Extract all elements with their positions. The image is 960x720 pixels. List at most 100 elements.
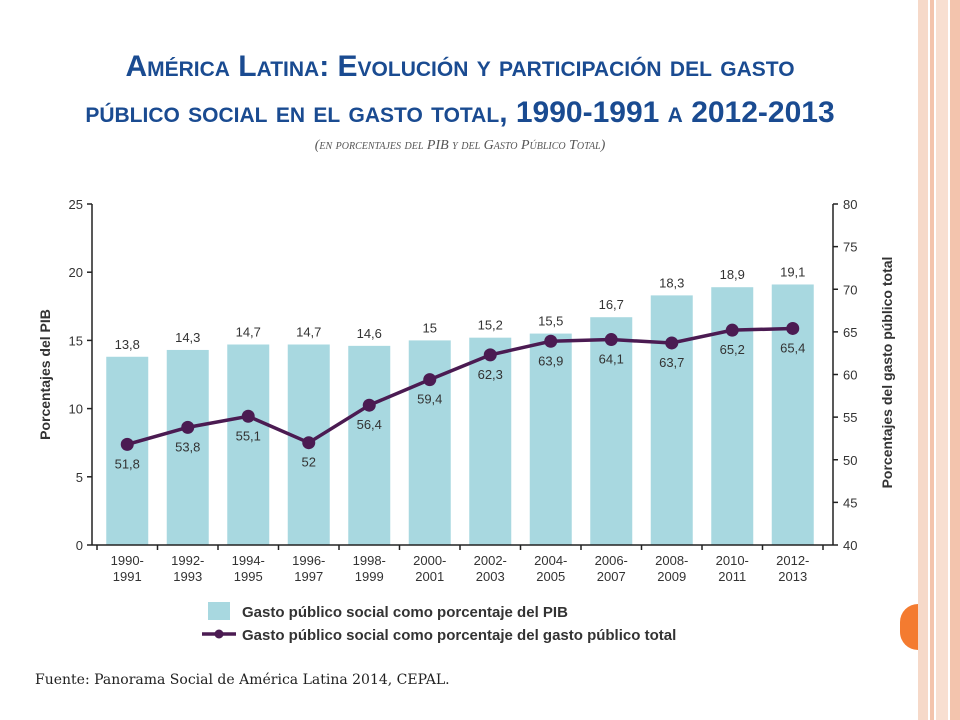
bar-value-label: 19,1 [780, 264, 805, 279]
decorative-stripe [918, 0, 928, 720]
line-value-label: 65,4 [780, 340, 805, 355]
bar [590, 317, 633, 545]
left-tick-label: 25 [69, 197, 83, 212]
bar [227, 344, 270, 545]
line-value-label: 53,8 [175, 439, 200, 454]
line-point [665, 336, 679, 350]
x-tick-label: 1991 [113, 569, 142, 584]
line-point [483, 348, 497, 362]
left-tick-label: 15 [69, 333, 83, 348]
right-tick-label: 50 [843, 453, 857, 468]
slide-accent-tab [900, 604, 918, 650]
line-value-label: 51,8 [115, 456, 140, 471]
bar-value-label: 15 [423, 320, 437, 335]
x-tick-label: 1992- [171, 553, 204, 568]
legend-label-bars: Gasto público social como porcentaje del… [242, 604, 568, 621]
x-tick-label: 2004- [534, 553, 567, 568]
source-note: Fuente: Panorama Social de América Latin… [35, 672, 450, 688]
title-line-2-text: público social en el gasto total [85, 96, 500, 129]
line-value-label: 52 [302, 455, 316, 470]
bar-value-label: 15,2 [478, 318, 503, 333]
x-tick-label: 2000- [413, 553, 446, 568]
line-point [786, 321, 800, 335]
line-value-label: 63,7 [659, 355, 684, 370]
bar [408, 340, 451, 545]
line-point [423, 373, 437, 387]
x-tick-label: 2002- [474, 553, 507, 568]
x-tick-label: 2008- [655, 553, 688, 568]
line-point [604, 333, 618, 347]
x-tick-label: 2003 [476, 569, 505, 584]
decorative-stripe [930, 0, 934, 720]
left-tick-label: 0 [76, 538, 83, 553]
line-point [725, 323, 739, 337]
right-tick-label: 70 [843, 282, 857, 297]
bar-value-label: 14,6 [357, 326, 382, 341]
x-tick-label: 1999 [355, 569, 384, 584]
x-tick-label: 2005 [536, 569, 565, 584]
line-point [241, 409, 255, 423]
line-series [126, 326, 793, 447]
x-tick-label: 1994- [232, 553, 265, 568]
line-point [120, 437, 134, 451]
x-tick-label: 1990- [111, 553, 144, 568]
legend-label-line: Gasto público social como porcentaje del… [242, 627, 676, 644]
line-point [302, 436, 316, 450]
title-years-end: 2012-2013 [691, 96, 835, 129]
x-tick-label: 1996- [292, 553, 325, 568]
x-tick-label: 2012- [776, 553, 809, 568]
bar-value-label: 18,3 [659, 275, 684, 290]
x-tick-label: 2007 [597, 569, 626, 584]
right-tick-label: 65 [843, 325, 857, 340]
title-connector: a [667, 96, 683, 129]
x-tick-label: 1997 [294, 569, 323, 584]
bar [348, 345, 391, 545]
right-tick-label: 60 [843, 368, 857, 383]
x-tick-label: 2010- [716, 553, 749, 568]
title-years-start: 1990-1991 [515, 96, 660, 129]
bar [469, 337, 512, 545]
line-value-label: 55,1 [236, 428, 261, 443]
decorative-stripe [950, 0, 960, 720]
legend-swatch-bars [208, 602, 230, 620]
bar-value-label: 13,8 [115, 337, 140, 352]
left-tick-label: 5 [76, 470, 83, 485]
x-tick-label: 2001 [415, 569, 444, 584]
title-line-1: América Latina: Evolución y participació… [125, 50, 795, 83]
line-value-label: 65,2 [720, 342, 745, 357]
bar [650, 295, 693, 545]
right-tick-label: 55 [843, 410, 857, 425]
left-axis-title: Porcentajes del PIB [37, 309, 53, 440]
bar-value-label: 14,3 [175, 330, 200, 345]
decorative-stripe [936, 0, 948, 720]
x-tick-label: 2011 [718, 569, 746, 584]
left-tick-label: 10 [69, 402, 83, 417]
x-tick-label: 2013 [778, 569, 807, 584]
right-tick-label: 75 [843, 240, 857, 255]
x-tick-label: 1995 [234, 569, 263, 584]
line-value-label: 63,9 [538, 353, 563, 368]
x-tick-label: 1993 [173, 569, 202, 584]
slide-subtitle: (en porcentajes del PIB y del Gasto Públ… [314, 138, 606, 153]
line-value-label: 62,3 [478, 367, 503, 382]
bar-value-label: 16,7 [599, 297, 624, 312]
line-point [181, 420, 195, 434]
bar [529, 333, 572, 545]
left-tick-label: 20 [69, 265, 83, 280]
bar-value-label: 14,7 [236, 324, 261, 339]
x-tick-label: 2006- [595, 553, 628, 568]
line-point [544, 334, 558, 348]
right-tick-label: 40 [843, 538, 857, 553]
x-tick-label: 2009 [657, 569, 686, 584]
bar-value-label: 14,7 [296, 324, 321, 339]
bar-value-label: 15,5 [538, 314, 563, 329]
right-tick-label: 80 [843, 197, 857, 212]
line-value-label: 64,1 [599, 352, 624, 367]
slide-title: América Latina: Evolución y participació… [85, 50, 835, 129]
legend-swatch-marker [214, 629, 224, 639]
line-value-label: 56,4 [357, 417, 382, 432]
bar [166, 349, 209, 545]
right-tick-label: 45 [843, 495, 857, 510]
line-value-label: 59,4 [417, 392, 442, 407]
